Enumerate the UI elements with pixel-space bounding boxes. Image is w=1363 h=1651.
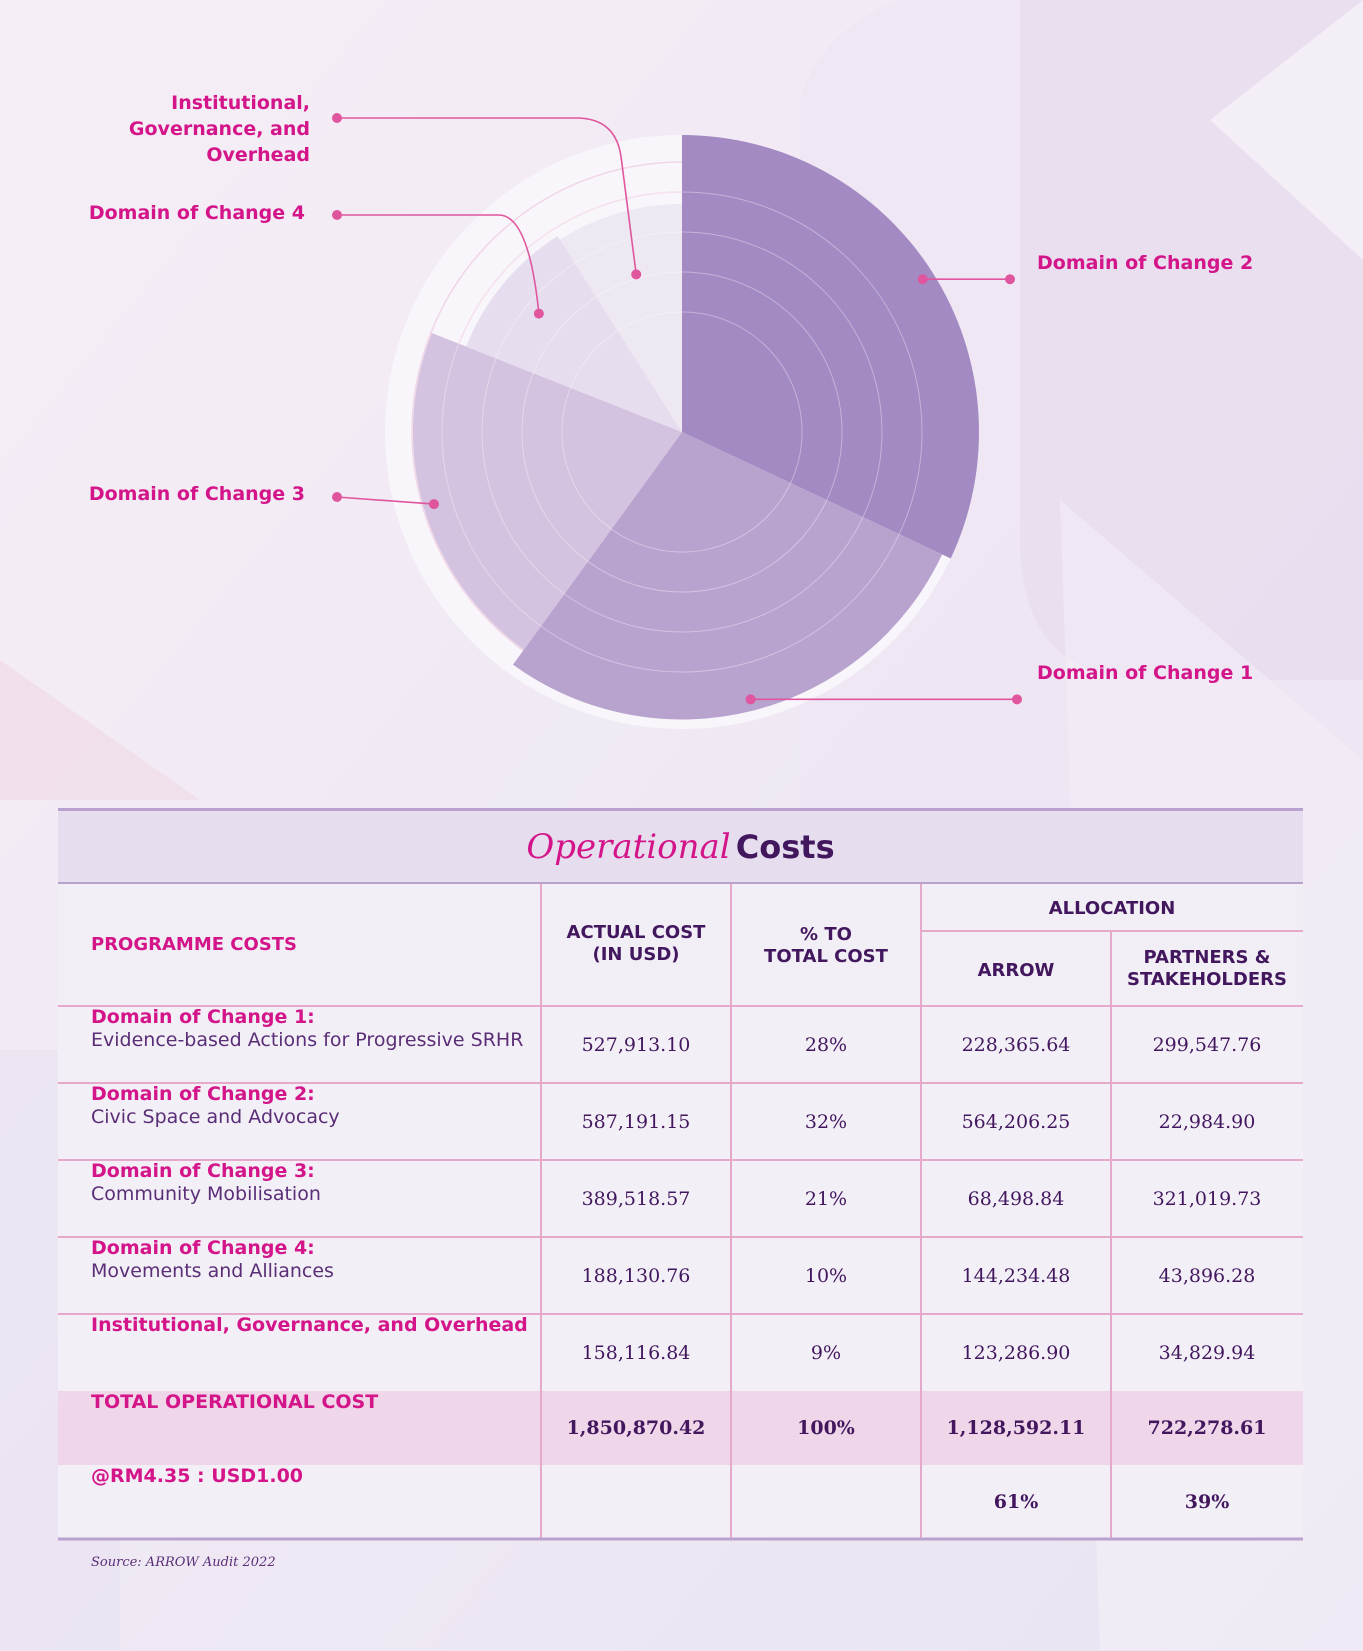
cell-percent: 10% (804, 1264, 848, 1287)
leader-dot-4 (533, 308, 544, 319)
table-row: Institutional, Governance, and Overhead … (58, 1314, 1303, 1391)
title-italic: Operational (526, 827, 731, 867)
leader-line-3 (336, 496, 434, 505)
cell-partners: 39% (1184, 1491, 1230, 1513)
leader-end-1 (1005, 274, 1015, 285)
label-institutional: Institutional, Governance, and Overhead (128, 92, 310, 166)
cell-arrow: 61% (993, 1491, 1039, 1513)
overlay-ring (521, 271, 843, 593)
header-arrow: ARROW (977, 960, 1055, 981)
header-actual: ACTUAL COST (IN USD) (566, 922, 706, 965)
cell-actual: 527,913.10 (581, 1033, 691, 1056)
header-programme: PROGRAMME COSTS (91, 934, 298, 955)
operational-costs-table: Operational Costs PROGRAMME COSTS ACTUAL… (58, 808, 1303, 1546)
slice-3 (412, 332, 682, 650)
cell-partners: 43,896.28 (1158, 1264, 1256, 1287)
cell-partners: 34,829.94 (1158, 1341, 1256, 1364)
total-row: TOTAL OPERATIONAL COST 1,850,870.42 100%… (58, 1391, 1303, 1465)
cell-actual: 1,850,870.42 (566, 1417, 706, 1439)
table-row: Domain of Change 1: Evidence-based Action… (58, 1006, 1303, 1083)
table-row: Domain of Change 2: Civic Space and Advoc… (58, 1083, 1303, 1160)
leader-end-2 (1012, 694, 1022, 705)
cell-actual: 389,518.57 (581, 1187, 691, 1210)
leader-end-5 (332, 113, 342, 123)
slice-5 (559, 204, 682, 432)
label-domain-1: Domain of Change 1 (1037, 662, 1254, 684)
cell-partners: 321,019.73 (1152, 1187, 1262, 1210)
cell-partners: 22,984.90 (1158, 1110, 1256, 1133)
overlay-ring (441, 191, 923, 673)
header-percent: % TO TOTAL COST (764, 924, 888, 967)
exchange-rate-row: @RM4.35 : USD1.00 61% 39% (58, 1465, 1303, 1539)
cell-actual: 158,116.84 (581, 1341, 691, 1364)
leader-end-3 (332, 492, 342, 502)
leader-line-5 (337, 117, 638, 275)
leader-dot-1 (917, 274, 928, 285)
overlay-ring (561, 311, 803, 553)
cell-partners: 722,278.61 (1147, 1417, 1267, 1439)
cell-partners: 299,547.76 (1152, 1033, 1262, 1056)
cell-arrow: 564,206.25 (961, 1110, 1071, 1133)
label-domain-2: Domain of Change 2 (1037, 252, 1254, 274)
cell-percent: 32% (804, 1110, 848, 1133)
cell-arrow: 123,286.90 (961, 1341, 1071, 1364)
slice-1 (682, 135, 979, 559)
header-allocation: ALLOCATION (1048, 898, 1176, 919)
polar-area-chart (332, 113, 1022, 729)
leader-dot-3 (428, 499, 439, 510)
cell-arrow: 228,365.64 (961, 1033, 1071, 1056)
cell-percent: 21% (804, 1187, 848, 1210)
label-domain-3: Domain of Change 3 (88, 483, 305, 505)
leader-line-4 (337, 214, 540, 314)
leader-dot-5 (631, 269, 642, 280)
table-row: Domain of Change 3: Community Mobilisatio… (58, 1160, 1303, 1237)
cell-actual: 587,191.15 (581, 1110, 691, 1133)
cell-percent: 9% (810, 1341, 842, 1364)
source-note: Source: ARROW Audit 2022 (91, 1555, 276, 1570)
cell-arrow: 1,128,592.11 (946, 1417, 1086, 1439)
overlay-ring (481, 231, 883, 633)
table-header: PROGRAMME COSTS ACTUAL COST (IN USD) % TO… (58, 884, 1303, 1006)
label-domain-4: Domain of Change 4 (88, 202, 305, 224)
leader-dot-2 (745, 694, 756, 705)
cell-actual: 188,130.76 (581, 1264, 691, 1287)
title-bold: Costs (735, 828, 835, 866)
table-row: Domain of Change 4: Movements and Allianc… (58, 1237, 1303, 1314)
header-partners: PARTNERS & STAKEHOLDERS (1127, 947, 1287, 990)
cell-percent: 100% (797, 1417, 855, 1439)
cell-arrow: 68,498.84 (967, 1187, 1065, 1210)
table-gridlines (58, 884, 1303, 1541)
leader-end-4 (332, 210, 342, 220)
slice-4 (466, 235, 682, 432)
cell-arrow: 144,234.48 (961, 1264, 1071, 1287)
table-title: Operational Costs (58, 808, 1303, 884)
cell-percent: 28% (804, 1033, 848, 1056)
slice-2 (513, 432, 943, 720)
